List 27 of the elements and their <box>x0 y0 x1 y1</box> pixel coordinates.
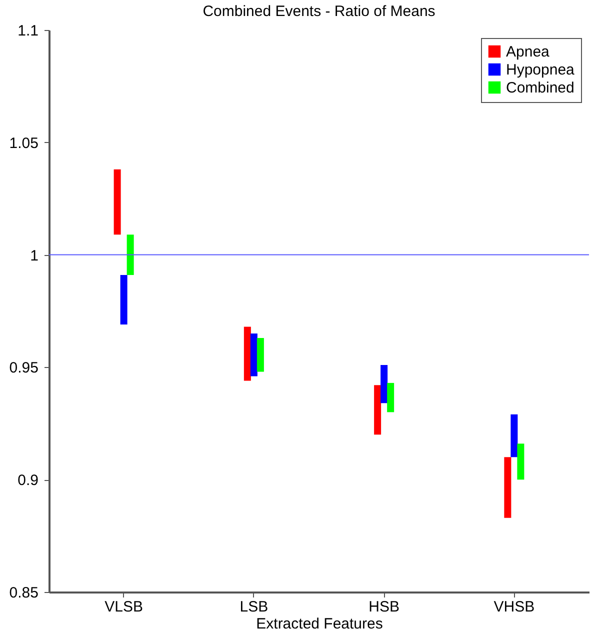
y-tick-label: 0.9 <box>18 472 38 490</box>
bar <box>380 364 388 404</box>
bar <box>250 333 258 376</box>
bar <box>244 326 251 381</box>
bar <box>256 338 264 372</box>
legend-label: Combined <box>506 80 574 96</box>
x-tick-label: VLSB <box>104 598 143 616</box>
y-tick-label: 1 <box>30 247 38 264</box>
bar <box>504 457 512 518</box>
bar <box>510 414 518 458</box>
bar <box>517 444 524 480</box>
x-axis-title: Extracted Features <box>256 616 383 632</box>
x-tick-label: LSB <box>240 598 268 616</box>
bar <box>114 169 121 235</box>
y-tick-label: 0.85 <box>9 584 38 602</box>
legend-label: Hypopnea <box>506 62 576 78</box>
legend-label: Apnea <box>506 44 550 60</box>
y-tick-label: 0.95 <box>9 360 38 377</box>
y-tick-label: 1.1 <box>18 22 38 40</box>
y-tick-label: 1.05 <box>9 134 38 152</box>
x-tick-label: HSB <box>368 598 400 616</box>
x-tick-label: VHSB <box>494 598 535 616</box>
bar <box>374 385 382 435</box>
bar <box>387 382 394 412</box>
chart-title: Combined Events - Ratio of Means <box>202 3 436 20</box>
bar <box>120 275 128 324</box>
bar <box>126 234 134 276</box>
